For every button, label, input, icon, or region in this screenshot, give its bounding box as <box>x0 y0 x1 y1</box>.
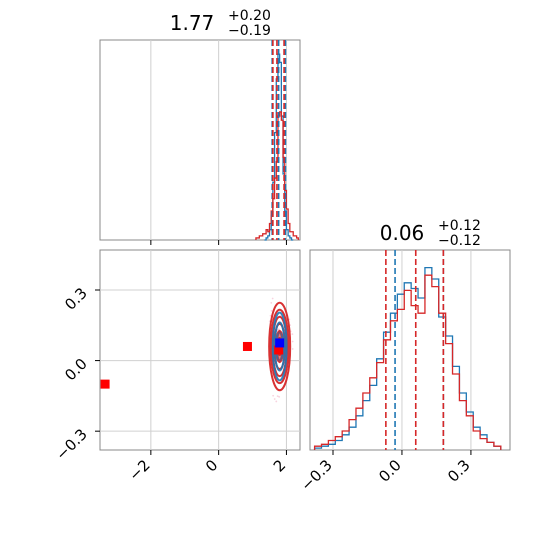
contour-blue <box>271 311 288 382</box>
histogram-series <box>313 274 502 450</box>
contour-red <box>268 301 292 392</box>
y-tick-label: 0.0 <box>61 355 91 385</box>
y-tick-label: −0.3 <box>52 425 90 463</box>
scatter-point <box>271 297 274 300</box>
truth-marker <box>100 379 110 389</box>
panel-frame <box>309 249 511 451</box>
title-param1-minus: −0.19 <box>228 23 271 39</box>
scatter-point <box>272 394 275 397</box>
scatter-point <box>291 348 294 350</box>
scatter-point <box>269 314 272 317</box>
x-tick-label: −0.3 <box>297 456 335 494</box>
x-tick-label: 0 <box>202 456 221 475</box>
panel-histogram-param2: −0.3 0.0 0.3 0.06 +0.12 −0.12 <box>297 218 511 495</box>
x-tick-label: 2 <box>270 456 289 475</box>
title-param1-value: 1.77 <box>170 11 215 35</box>
panel-frame <box>99 39 301 241</box>
scatter-point <box>270 301 273 304</box>
panel-histogram-param1: 1.77 +0.20 −0.19 <box>99 8 301 245</box>
scatter-point <box>278 395 281 398</box>
histogram-series <box>255 111 299 240</box>
x-tick-label: 0.0 <box>375 456 405 486</box>
y-tick-label: 0.3 <box>61 284 91 314</box>
scatter-point <box>276 395 279 398</box>
truth-marker <box>274 345 284 355</box>
truth-marker <box>275 338 285 348</box>
scatter-point <box>291 333 294 336</box>
x-tick-label: −2 <box>125 456 153 484</box>
scatter-point <box>270 309 273 312</box>
truth-marker <box>242 341 252 351</box>
title-param2-plus: +0.12 <box>438 218 481 234</box>
panel-contour: −2 0 2 −0.3 0.0 0.3 <box>52 249 301 484</box>
panel-frame <box>99 249 301 451</box>
scatter-point <box>291 340 294 343</box>
scatter-point <box>277 328 280 331</box>
histogram-series <box>313 266 502 450</box>
x-tick-label: 0.3 <box>444 456 474 486</box>
scatter-point <box>273 398 276 400</box>
contour-red <box>269 308 290 385</box>
title-param1-plus: +0.20 <box>228 8 271 24</box>
title-param2-value: 0.06 <box>380 221 425 245</box>
scatter-point <box>275 400 278 403</box>
title-param2-minus: −0.12 <box>438 233 481 249</box>
